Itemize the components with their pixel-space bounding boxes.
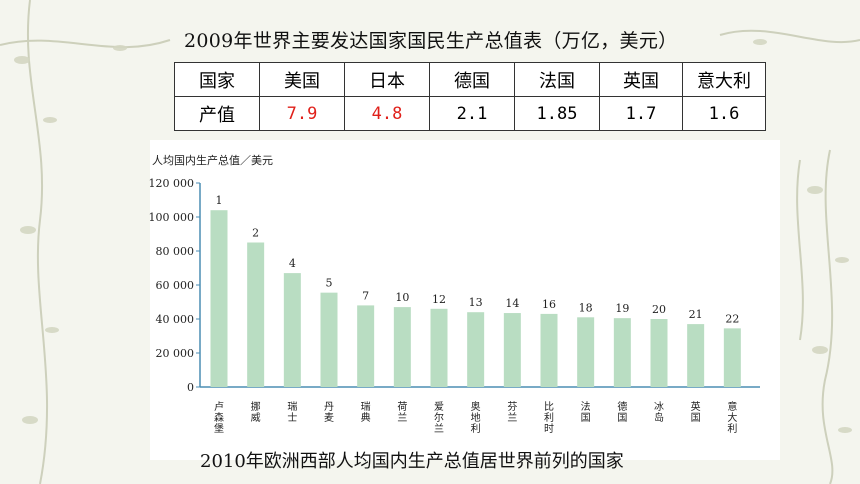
bar-data-label: 18 (579, 301, 593, 314)
bar-data-label: 19 (615, 302, 629, 315)
bar (540, 313, 558, 387)
bar (467, 312, 485, 387)
row-header-country: 国家 (174, 62, 260, 97)
y-tick-label: 60 000 (156, 279, 195, 292)
y-tick-label: 100 000 (149, 211, 195, 224)
y-axis-label: 人均国内生产总值／美元 (152, 153, 273, 167)
x-category-label: 丹麦 (324, 401, 334, 424)
x-category-label: 奥地利 (471, 400, 481, 435)
bar (283, 273, 301, 387)
x-category-label: 荷兰 (397, 401, 407, 424)
country-cell: 德国 (429, 62, 515, 97)
bar-data-label: 1 (216, 194, 223, 207)
bar (210, 210, 228, 387)
x-category-label: 瑞士 (287, 401, 297, 424)
bar-data-label: 16 (542, 298, 556, 311)
y-tick-label: 80 000 (156, 245, 195, 258)
bar (393, 307, 411, 387)
x-category-label: 比利时 (544, 401, 554, 435)
y-tick-label: 40 000 (156, 313, 195, 326)
country-cell: 法国 (514, 62, 600, 97)
x-category-label: 英国 (691, 400, 701, 424)
bar-data-label: 7 (362, 289, 369, 302)
gdp-table: 国家 美国 日本 德国 法国 英国 意大利 产值 7.9 4.8 2.1 1.8… (174, 62, 766, 131)
bar (613, 318, 631, 387)
bar-data-label: 20 (652, 303, 666, 316)
x-category-label: 法国 (581, 400, 591, 424)
bar-data-label: 21 (689, 308, 703, 321)
x-category-label: 瑞典 (361, 401, 371, 424)
bar (650, 319, 668, 387)
bar-data-label: 4 (289, 257, 296, 270)
value-cell: 1.85 (514, 96, 600, 131)
value-cell: 4.8 (344, 96, 430, 131)
table-heading: 2009年世界主要发达国家国民生产总值表（万亿，美元） (184, 30, 678, 52)
country-cell: 意大利 (682, 62, 766, 97)
bar-data-label: 10 (395, 291, 409, 304)
bar (247, 242, 265, 387)
value-cell: 1.6 (682, 96, 766, 131)
value-cell: 2.1 (429, 96, 515, 131)
bar (503, 313, 521, 387)
bar (723, 328, 741, 387)
x-category-label: 意大利 (727, 400, 737, 435)
bar-data-label: 5 (326, 277, 333, 290)
x-category-label: 卢森堡 (214, 400, 224, 435)
bar (577, 317, 595, 387)
y-tick-label: 20 000 (156, 347, 195, 360)
x-category-label: 芬兰 (507, 401, 517, 424)
row-header-value: 产值 (174, 96, 260, 131)
bar-data-label: 13 (469, 296, 483, 309)
value-cell: 1.7 (599, 96, 683, 131)
x-category-label: 挪威 (251, 400, 261, 424)
y-tick-label: 0 (187, 381, 194, 394)
bar (357, 305, 375, 387)
country-cell: 日本 (344, 62, 430, 97)
bar-data-label: 2 (252, 227, 259, 240)
bar (687, 324, 705, 387)
x-category-label: 爱尔兰 (434, 400, 444, 435)
x-category-label: 德国 (617, 400, 627, 424)
table-row-values: 产值 7.9 4.8 2.1 1.85 1.7 1.6 (174, 96, 766, 131)
bar (320, 292, 338, 387)
bar-data-label: 12 (432, 293, 446, 306)
chart-caption: 2010年欧洲西部人均国内生产总值居世界前列的国家 (200, 451, 624, 472)
bar-data-label: 14 (505, 297, 519, 310)
country-cell: 英国 (599, 62, 683, 97)
x-category-label: 冰岛 (654, 400, 664, 424)
y-tick-label: 120 000 (149, 177, 195, 190)
value-cell: 7.9 (259, 96, 345, 131)
bar-data-label: 22 (725, 312, 739, 325)
bar (430, 308, 448, 387)
